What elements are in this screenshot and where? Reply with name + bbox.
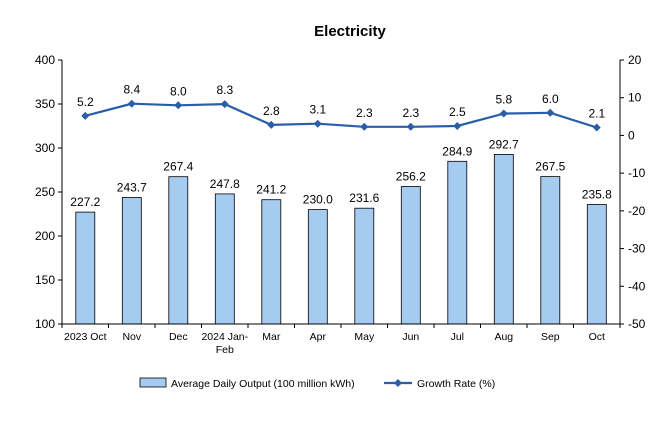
bar-value-label-10: 267.5	[535, 160, 565, 174]
x-tick-label-8: Jul	[451, 331, 464, 343]
x-tick-label-10: Sep	[541, 331, 560, 343]
bars-layer	[75, 153, 607, 325]
bar-value-label-11: 235.8	[582, 188, 612, 202]
bar-2	[168, 176, 189, 325]
right-tick-label--50: -50	[628, 317, 646, 331]
growth-point-10	[546, 108, 555, 117]
growth-point-11	[592, 123, 601, 132]
x-tick-label-11: Oct	[589, 331, 605, 343]
bar-value-label-0: 227.2	[70, 195, 100, 209]
labels-layer: 227.2 243.7 267.4 247.8 241.2 230.0 231.6 256.2…	[70, 83, 612, 209]
growth-point-2	[174, 101, 183, 110]
right-tick-label--40: -40	[628, 279, 646, 293]
line-layer	[81, 99, 601, 132]
legend-swatch-output	[139, 377, 167, 388]
growth-point-0	[81, 111, 90, 120]
bar-value-label-8: 284.9	[442, 144, 472, 158]
bar-value-label-3: 247.8	[210, 177, 240, 191]
x-tick-label-0: 2023 Oct	[64, 331, 107, 343]
x-tick-label-6: May	[354, 331, 375, 343]
x-tick-label-5: Apr	[310, 331, 327, 343]
left-tick-label-350: 350	[35, 97, 55, 111]
growth-value-label-4: 2.8	[263, 104, 280, 118]
bar-value-label-2: 267.4	[163, 160, 193, 174]
growth-point-3	[220, 100, 229, 109]
growth-point-9	[499, 109, 508, 118]
left-tick-label-100: 100	[35, 317, 55, 331]
legend-label-growth: Growth Rate (%)	[417, 378, 495, 390]
bar-value-label-4: 241.2	[256, 183, 286, 197]
growth-point-4	[267, 120, 276, 129]
growth-value-label-3: 8.3	[216, 83, 233, 97]
bar-value-label-9: 292.7	[489, 137, 519, 151]
x-tick-label-3: 2024 Jan-Feb	[201, 331, 248, 356]
legend: Average Daily Output (100 million kWh) Gr…	[139, 377, 495, 390]
bar-6	[354, 207, 375, 325]
axes-layer: 100 150 200 250 300 350 400 -50 -40 -30 -20 -10 0 10 2…	[35, 53, 646, 356]
growth-value-label-2: 8.0	[170, 84, 187, 98]
growth-value-label-5: 3.1	[309, 103, 326, 117]
x-tick-label-2: Dec	[169, 331, 188, 343]
left-tick-label-400: 400	[35, 53, 55, 67]
bar-4	[261, 199, 282, 325]
right-tick-label--20: -20	[628, 204, 646, 218]
x-tick-label-7: Jun	[402, 331, 419, 343]
growth-value-label-6: 2.3	[356, 106, 373, 120]
growth-point-5	[313, 119, 322, 128]
bar-10	[540, 176, 561, 325]
bar-3	[214, 193, 235, 325]
bar-5	[307, 209, 328, 325]
left-tick-label-200: 200	[35, 229, 55, 243]
growth-value-label-8: 2.5	[449, 105, 466, 119]
left-tick-label-250: 250	[35, 185, 55, 199]
bar-0	[75, 211, 96, 325]
bar-1	[121, 197, 142, 325]
bar-7	[400, 186, 421, 325]
right-tick-label-10: 10	[628, 91, 642, 105]
bar-8	[447, 160, 468, 325]
right-tick-label--10: -10	[628, 166, 646, 180]
chart-title: Electricity	[314, 23, 386, 40]
legend-marker-growth	[394, 379, 402, 387]
growth-point-8	[453, 122, 462, 130]
x-tick-label-1: Nov	[122, 331, 141, 343]
growth-rate-line	[85, 102, 598, 129]
growth-value-label-10: 6.0	[542, 92, 559, 106]
growth-point-1	[127, 99, 136, 108]
legend-label-output: Average Daily Output (100 million kWh)	[171, 378, 355, 390]
left-tick-label-300: 300	[35, 141, 55, 155]
bar-value-label-5: 230.0	[303, 193, 333, 207]
bar-value-label-7: 256.2	[396, 170, 426, 184]
growth-value-label-0: 5.2	[77, 95, 94, 109]
growth-value-label-11: 2.1	[588, 107, 605, 121]
bar-11	[586, 204, 607, 325]
growth-point-6	[360, 122, 369, 131]
right-tick-label-0: 0	[628, 128, 635, 142]
right-tick-label-20: 20	[628, 53, 642, 67]
x-tick-label-4: Mar	[262, 331, 281, 343]
left-tick-label-150: 150	[35, 273, 55, 287]
right-tick-label--30: -30	[628, 242, 646, 256]
x-tick-label-9: Aug	[494, 331, 513, 343]
growth-value-label-7: 2.3	[402, 106, 419, 120]
growth-point-7	[406, 122, 415, 131]
bar-value-label-6: 231.6	[349, 191, 379, 205]
growth-value-label-1: 8.4	[123, 83, 140, 97]
bar-value-label-1: 243.7	[117, 181, 147, 195]
bar-9	[493, 153, 514, 325]
growth-value-label-9: 5.8	[495, 93, 512, 107]
